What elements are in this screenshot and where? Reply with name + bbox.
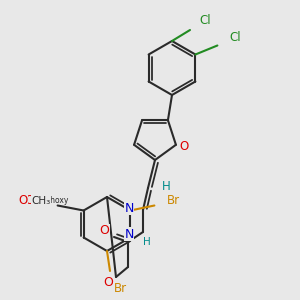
Text: Cl: Cl [230, 31, 241, 44]
Text: O: O [103, 275, 113, 289]
Text: Br: Br [167, 194, 180, 207]
Text: Cl: Cl [199, 14, 211, 28]
Text: O: O [99, 224, 109, 238]
Text: O: O [18, 194, 28, 207]
Text: N: N [124, 227, 134, 241]
Text: N: N [124, 202, 134, 214]
Text: Br: Br [113, 283, 127, 296]
Text: H: H [162, 179, 170, 193]
Text: O: O [25, 194, 34, 207]
Text: CH₃: CH₃ [32, 196, 51, 206]
Text: H: H [143, 237, 151, 247]
Text: methoxy: methoxy [36, 196, 69, 205]
Text: O: O [179, 140, 188, 153]
